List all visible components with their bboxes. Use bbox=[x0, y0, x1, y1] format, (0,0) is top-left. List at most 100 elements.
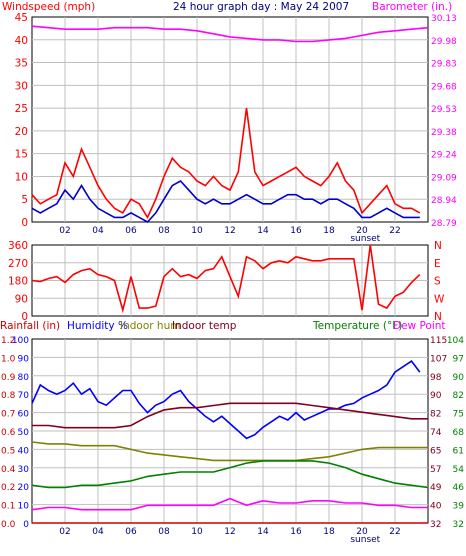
x-tick-label: 16 bbox=[290, 226, 302, 236]
x-tick-label: 02 bbox=[59, 226, 70, 236]
rain-tick-label: 0.9 bbox=[1, 373, 16, 383]
indoor-temp-line bbox=[32, 402, 428, 429]
x-tick-label: 12 bbox=[224, 226, 235, 236]
x-tick-label: 20 bbox=[356, 226, 368, 236]
barometer-line bbox=[31, 25, 429, 43]
chart-title: 24 hour graph day : May 24 2007 bbox=[173, 1, 349, 13]
indoor-hum-line bbox=[31, 441, 428, 462]
y-tick-label: 10 bbox=[15, 171, 28, 183]
temperature-tick-label: 46 bbox=[453, 483, 465, 493]
rain-tick-label: 0.5 bbox=[1, 446, 15, 456]
rain-tick-label: 0.7 bbox=[1, 410, 15, 420]
dew-point-legend: Dew Point bbox=[393, 320, 446, 332]
x-tick-label: 14 bbox=[257, 527, 269, 537]
y2-tick-label: 29.53 bbox=[431, 105, 457, 115]
temperature-tick-label: 54 bbox=[453, 465, 465, 475]
temperature-f-line bbox=[31, 460, 429, 489]
compass-tick-label: N bbox=[434, 240, 442, 252]
humidity-legend: Humidity % bbox=[67, 320, 128, 332]
temperature-tick-label: 82 bbox=[453, 391, 464, 401]
y-tick-label: 360 bbox=[8, 240, 28, 252]
x-tick-label: 10 bbox=[191, 527, 203, 537]
x-tick-label: 08 bbox=[158, 527, 170, 537]
rain-tick-label: 0.0 bbox=[1, 520, 16, 530]
humidity-tick-label: 0 bbox=[23, 520, 29, 530]
x-tick-label: 04 bbox=[92, 527, 104, 537]
indoor-temp-tick-label: 90 bbox=[430, 391, 442, 401]
y2-tick-label: 28.94 bbox=[431, 196, 457, 206]
humidity-tick-label: 30 bbox=[18, 465, 30, 475]
compass-tick-label: E bbox=[434, 258, 441, 270]
indoor-temp-tick-label: 107 bbox=[430, 354, 447, 364]
indoor-temp-tick-label: 32 bbox=[430, 520, 441, 530]
x-tick-label: 20 bbox=[356, 527, 368, 537]
y-tick-label: 0 bbox=[21, 311, 28, 323]
indoor-hum-legend: Indoor hum bbox=[120, 320, 180, 332]
y-tick-label: 45 bbox=[15, 12, 28, 24]
x-tick-label: 18 bbox=[323, 527, 335, 537]
barometer-axis-title: Barometer (in.) bbox=[372, 1, 452, 13]
y2-tick-label: 29.24 bbox=[431, 151, 457, 161]
humidity-tick-label: 60 bbox=[18, 410, 30, 420]
indoor-temp-tick-label: 98 bbox=[430, 373, 442, 383]
y2-tick-label: 29.68 bbox=[431, 82, 457, 92]
y-tick-label: 5 bbox=[21, 194, 28, 206]
rain-tick-label: 1.0 bbox=[1, 354, 16, 364]
y2-tick-label: 29.09 bbox=[431, 173, 457, 183]
humidity-tick-label: 50 bbox=[18, 428, 30, 438]
x-tick-label: 04 bbox=[92, 226, 104, 236]
y-tick-label: 30 bbox=[15, 80, 28, 92]
humidity-tick-label: 90 bbox=[18, 354, 30, 364]
wind-barometer-panel: 0 5 10 15 20 25 30 35 40 45 28.79 28.94 29.09 29.24 29… bbox=[15, 12, 457, 244]
humidity-tick-label: 80 bbox=[18, 373, 30, 383]
dew-point-line bbox=[31, 497, 428, 511]
x-tick-label: 06 bbox=[125, 527, 137, 537]
y2-tick-label: 29.83 bbox=[431, 60, 457, 70]
y-tick-label: 90 bbox=[15, 293, 28, 305]
y2-tick-label: 29.38 bbox=[431, 128, 457, 138]
x-tick-label: 22 bbox=[389, 527, 400, 537]
windspeed-line bbox=[31, 107, 421, 220]
compass-tick-label: W bbox=[434, 293, 445, 305]
x-tick-label: 22 bbox=[389, 226, 400, 236]
humidity-tick-label: 40 bbox=[18, 446, 30, 456]
humidity-tick-label: 10 bbox=[18, 502, 30, 512]
humidity-line bbox=[31, 360, 421, 440]
humidity-tick-label: 70 bbox=[18, 391, 30, 401]
y-tick-label: 40 bbox=[15, 35, 28, 47]
humidity-tick-label: 20 bbox=[18, 483, 30, 493]
temperature-tick-label: 68 bbox=[453, 428, 465, 438]
rain-tick-label: 1.2 bbox=[1, 336, 15, 346]
temperature-axis-title: Temperature (°F) bbox=[312, 320, 402, 332]
y-tick-label: 15 bbox=[15, 149, 28, 161]
y-tick-label: 20 bbox=[15, 126, 28, 138]
temperature-tick-label: 32 bbox=[453, 520, 464, 530]
temperature-tick-label: 61 bbox=[453, 446, 464, 456]
rain-tick-label: 0.2 bbox=[1, 483, 15, 493]
y-tick-label: 0 bbox=[21, 217, 28, 229]
y2-tick-label: 30.13 bbox=[431, 14, 457, 24]
rain-tick-label: 0.6 bbox=[1, 428, 16, 438]
temperature-tick-label: 39 bbox=[453, 502, 465, 512]
rain-tick-label: 0.4 bbox=[1, 465, 16, 475]
indoor-temp-tick-label: 82 bbox=[430, 410, 441, 420]
compass-tick-label: N bbox=[434, 311, 442, 323]
x-tick-label: 08 bbox=[158, 226, 170, 236]
x-tick-label: 02 bbox=[59, 527, 70, 537]
y-tick-label: 25 bbox=[15, 103, 28, 115]
temperature-tick-label: 97 bbox=[453, 354, 464, 364]
y-tick-label: 270 bbox=[8, 258, 28, 270]
indoor-temp-tick-label: 74 bbox=[430, 428, 442, 438]
sunset-label: sunset bbox=[350, 234, 380, 244]
indoor-temp-legend: Indoor temp bbox=[172, 320, 237, 332]
x-tick-label: 18 bbox=[323, 226, 335, 236]
compass-tick-label: S bbox=[434, 276, 441, 288]
indoor-temp-tick-label: 40 bbox=[430, 502, 442, 512]
y-tick-label: 180 bbox=[8, 276, 28, 288]
x-tick-label: 10 bbox=[191, 226, 203, 236]
indoor-temp-tick-label: 115 bbox=[430, 336, 447, 346]
indoor-temp-tick-label: 49 bbox=[430, 483, 442, 493]
x-tick-label: 16 bbox=[290, 527, 302, 537]
